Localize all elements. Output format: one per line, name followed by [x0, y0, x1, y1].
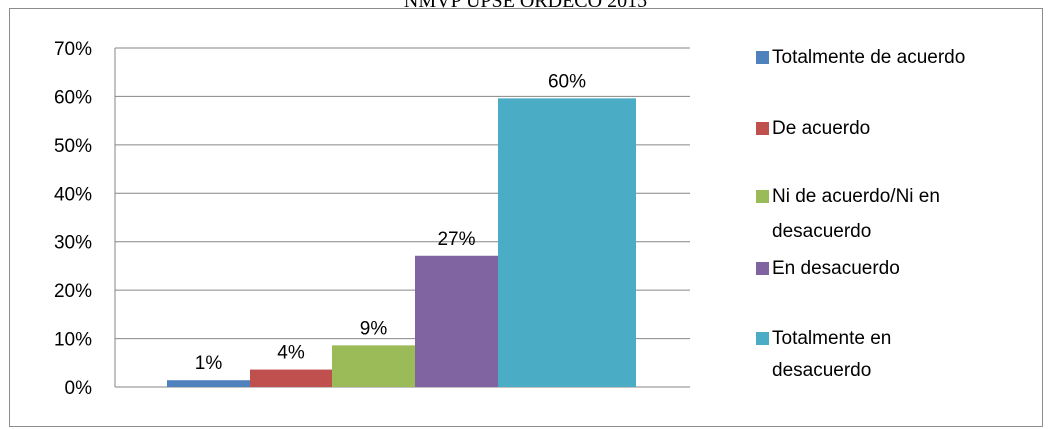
- legend-item: Ni de acuerdo/Ni en desacuerdo: [756, 186, 940, 242]
- data-label: 27%: [437, 229, 475, 250]
- y-tick-label: 0%: [65, 378, 93, 399]
- legend-item: Totalmente de acuerdo: [756, 47, 965, 68]
- data-labels: 1% 4% 9% 27% 60%: [195, 71, 586, 374]
- legend-label: En desacuerdo: [772, 258, 900, 279]
- y-tick-label: 70%: [54, 39, 92, 60]
- bar-totalmente-en-desacuerdo: [498, 98, 636, 387]
- legend-label: Totalmente en desacuerdo: [772, 328, 891, 381]
- legend-item: De acuerdo: [756, 118, 870, 139]
- y-tick-label: 40%: [54, 184, 92, 205]
- y-tick-label: 50%: [54, 136, 92, 157]
- bar-totalmente-de-acuerdo: [167, 380, 250, 387]
- bars: [167, 98, 636, 387]
- legend-swatch: [756, 51, 769, 64]
- chart-title: NMVP UPSE ORDECO 2015: [0, 0, 1051, 8]
- data-label: 1%: [195, 353, 223, 374]
- legend-item: En desacuerdo: [756, 258, 900, 279]
- legend-item: Totalmente en desacuerdo: [756, 328, 891, 381]
- legend-label: Ni de acuerdo/Ni en desacuerdo: [772, 186, 940, 242]
- data-label: 9%: [360, 318, 388, 339]
- legend-swatch: [756, 122, 769, 135]
- y-tick-label: 20%: [54, 281, 92, 302]
- y-tick-label: 30%: [54, 233, 92, 254]
- legend-swatch: [756, 190, 769, 203]
- legend-swatch: [756, 332, 769, 345]
- y-axis-ticks: 0% 10% 20% 30% 40% 50% 60% 70%: [54, 39, 92, 399]
- bar-en-desacuerdo: [415, 255, 498, 387]
- y-tick-label: 10%: [54, 330, 92, 351]
- legend-label: Totalmente de acuerdo: [772, 47, 965, 68]
- legend: Totalmente de acuerdo De acuerdo Ni de acu…: [756, 47, 965, 381]
- y-tick-label: 60%: [54, 87, 92, 108]
- legend-swatch: [756, 262, 769, 275]
- data-label: 4%: [277, 343, 305, 364]
- data-label: 60%: [548, 71, 586, 92]
- bar-ni-de-acuerdo-ni-en-desacuerdo: [332, 345, 415, 387]
- legend-label: De acuerdo: [772, 118, 870, 139]
- bar-de-acuerdo: [250, 369, 332, 387]
